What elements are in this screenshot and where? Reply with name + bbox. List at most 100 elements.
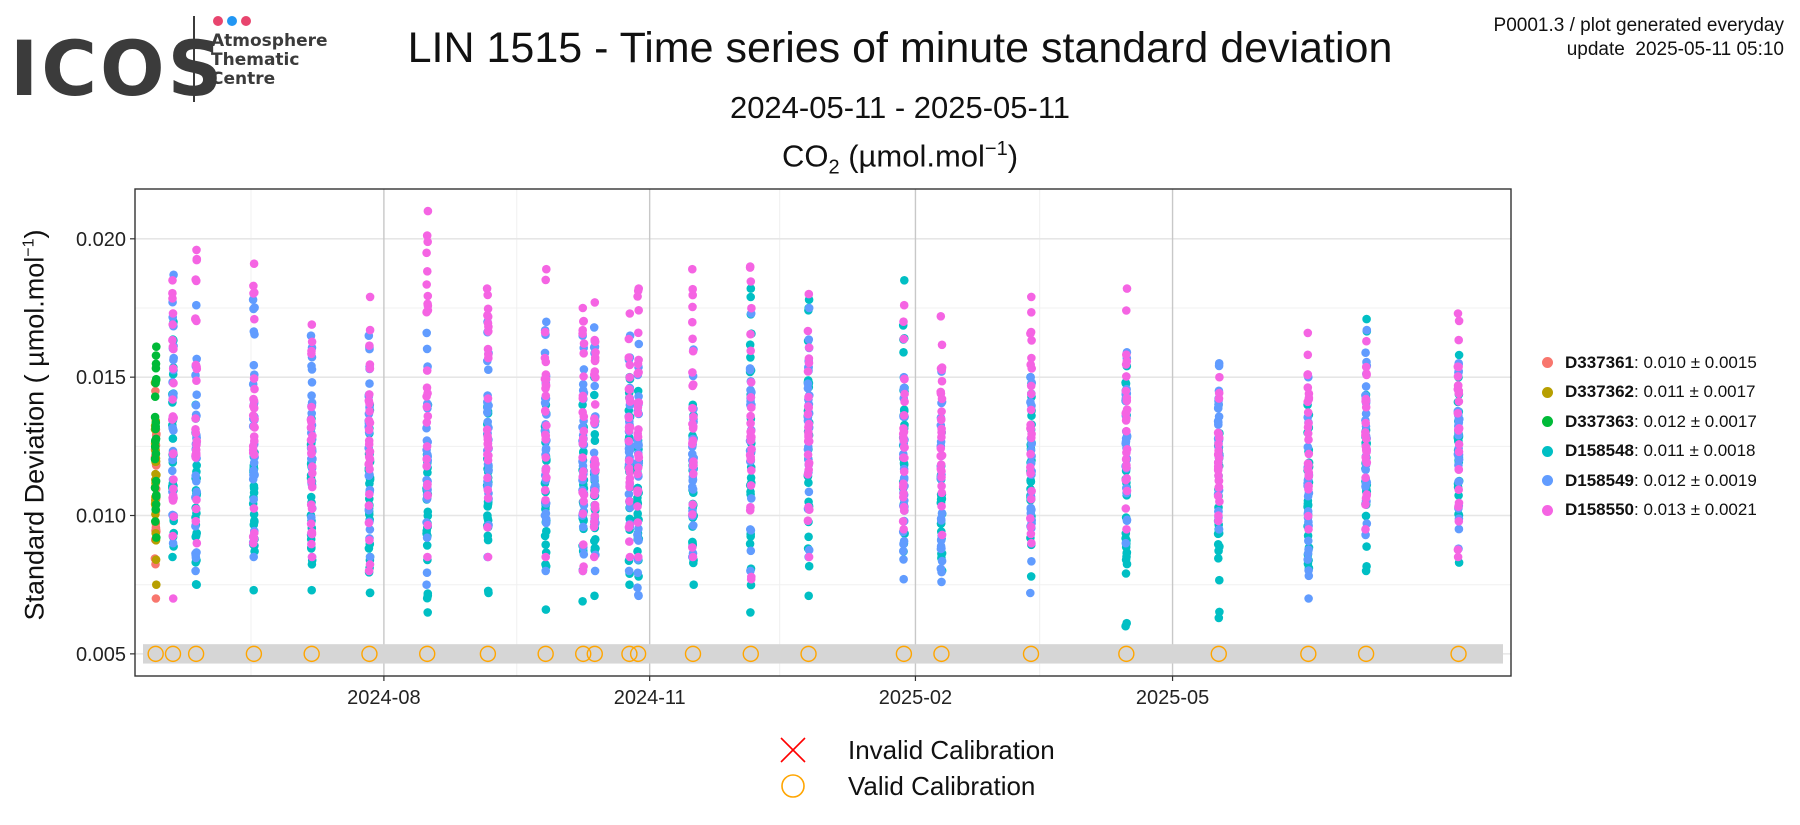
data-point-d158550 bbox=[542, 264, 551, 274]
data-point-d158550 bbox=[899, 492, 908, 502]
data-point-d158550 bbox=[578, 408, 587, 417]
data-point-d337363 bbox=[151, 434, 161, 444]
data-point-d158549 bbox=[1303, 491, 1313, 501]
data-point-d158550 bbox=[1122, 350, 1131, 360]
unit-species: CO bbox=[781, 138, 829, 174]
data-point-d158548 bbox=[578, 597, 587, 606]
data-point-d158550 bbox=[1122, 426, 1131, 436]
data-point-d158550 bbox=[633, 486, 643, 496]
data-point-d158550 bbox=[579, 497, 588, 506]
data-point-d158550 bbox=[1027, 486, 1036, 496]
data-point-d158550 bbox=[1454, 397, 1464, 406]
data-point-d158550 bbox=[803, 470, 813, 479]
data-point-d158550 bbox=[579, 562, 588, 571]
data-point-d158550 bbox=[422, 461, 432, 471]
data-point-d158550 bbox=[1026, 420, 1035, 430]
data-point-d158550 bbox=[1453, 381, 1463, 390]
data-point-d158548 bbox=[746, 284, 756, 293]
data-point-d158550 bbox=[688, 381, 697, 391]
data-point-d158550 bbox=[541, 384, 550, 393]
data-point-d158549 bbox=[937, 516, 946, 525]
legend-item-d158548: D158548: 0.011 ± 0.0018 bbox=[1542, 437, 1757, 467]
data-point-d158550 bbox=[364, 425, 374, 435]
data-point-d158550 bbox=[590, 517, 599, 527]
data-point-d158550 bbox=[936, 364, 946, 373]
data-point-d158550 bbox=[483, 304, 493, 314]
data-point-d158550 bbox=[1214, 429, 1223, 439]
data-point-d158550 bbox=[483, 473, 492, 483]
legend-item-d337361: D337361: 0.010 ± 0.0015 bbox=[1542, 348, 1757, 378]
data-point-d158550 bbox=[899, 525, 908, 534]
data-point-d158550 bbox=[624, 353, 634, 362]
data-point-d158548 bbox=[192, 461, 201, 470]
data-point-d158550 bbox=[579, 339, 589, 348]
legend-dot bbox=[1542, 475, 1553, 487]
data-point-d158550 bbox=[250, 288, 259, 297]
data-point-d158550 bbox=[590, 298, 600, 307]
data-point-d158549 bbox=[589, 448, 599, 458]
data-point-d158550 bbox=[745, 263, 755, 272]
data-point-d158550 bbox=[541, 430, 550, 440]
data-point-d158550 bbox=[625, 373, 634, 382]
data-point-d158549 bbox=[1361, 409, 1371, 419]
data-point-d158550 bbox=[1122, 463, 1131, 472]
data-point-d158549 bbox=[365, 379, 374, 388]
unit-close: ) bbox=[1007, 138, 1019, 174]
data-point-d158549 bbox=[1454, 524, 1464, 534]
data-point-d158550 bbox=[484, 353, 493, 363]
data-point-d158550 bbox=[308, 468, 317, 478]
valid-calibration-marker bbox=[1357, 645, 1375, 663]
data-point-d158550 bbox=[482, 425, 492, 435]
unit-text: (µmol.mol bbox=[839, 138, 985, 174]
data-point-d158549 bbox=[422, 328, 432, 338]
data-point-d158550 bbox=[484, 322, 493, 332]
data-point-d158550 bbox=[1027, 308, 1036, 317]
data-point-d158549 bbox=[1214, 418, 1223, 427]
data-point-d158549 bbox=[1304, 536, 1313, 546]
data-point-d158548 bbox=[1362, 314, 1371, 324]
data-point-d158550 bbox=[249, 281, 258, 291]
data-point-d158549 bbox=[624, 489, 634, 499]
logo-subtitle: Atmosphere Thematic Centre bbox=[211, 32, 328, 89]
data-point-d158550 bbox=[1361, 473, 1370, 483]
data-point-d158550 bbox=[625, 467, 635, 477]
data-point-d158548 bbox=[746, 608, 755, 617]
data-point-d337362 bbox=[152, 580, 161, 589]
data-point-d158550 bbox=[1454, 389, 1464, 398]
data-point-d158548 bbox=[804, 591, 813, 601]
data-point-d158550 bbox=[1361, 396, 1371, 406]
data-point-d158550 bbox=[634, 355, 643, 365]
logo-sub-line: Thematic bbox=[211, 50, 300, 70]
data-point-d158550 bbox=[579, 372, 588, 381]
data-point-d158548 bbox=[1214, 546, 1223, 556]
data-point-d158550 bbox=[364, 518, 374, 528]
data-point-d158549 bbox=[689, 521, 698, 530]
data-point-d158549 bbox=[936, 544, 946, 554]
data-point-d158550 bbox=[168, 412, 178, 421]
data-point-d158550 bbox=[307, 482, 317, 492]
data-point-d158550 bbox=[540, 485, 550, 495]
data-point-d158548 bbox=[746, 353, 755, 362]
data-point-d158550 bbox=[306, 435, 316, 445]
data-point-d158550 bbox=[168, 531, 178, 541]
data-point-d158550 bbox=[747, 572, 756, 582]
data-point-d158550 bbox=[168, 320, 177, 329]
data-point-d158549 bbox=[191, 400, 201, 410]
data-point-d158550 bbox=[633, 408, 643, 418]
valid-calibration-marker bbox=[629, 645, 647, 663]
valid-calibration-marker bbox=[684, 645, 702, 663]
data-point-d158549 bbox=[624, 444, 634, 454]
data-point-d158550 bbox=[1121, 504, 1131, 513]
data-point-d158550 bbox=[689, 469, 698, 479]
data-point-d158550 bbox=[937, 394, 947, 404]
data-point-d158550 bbox=[483, 344, 493, 354]
data-point-d158549 bbox=[746, 525, 755, 534]
data-point-d158550 bbox=[624, 456, 634, 465]
data-point-d158550 bbox=[688, 424, 698, 433]
data-point-d158550 bbox=[541, 464, 551, 473]
data-point-d158550 bbox=[624, 384, 634, 394]
data-point-d158550 bbox=[1303, 328, 1313, 338]
data-point-d158550 bbox=[1214, 476, 1224, 485]
data-point-d158549 bbox=[422, 344, 432, 354]
data-point-d158550 bbox=[422, 442, 432, 451]
